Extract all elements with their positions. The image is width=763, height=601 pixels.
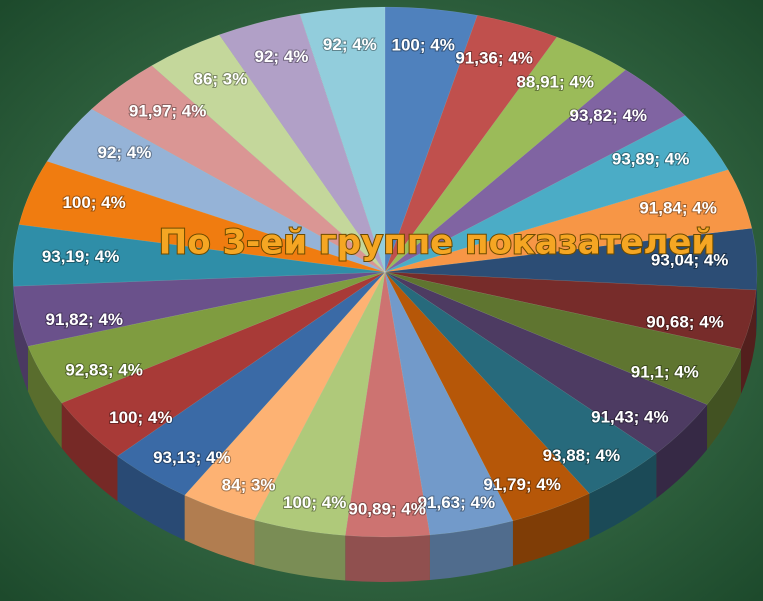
- data-label: 93,89; 4%: [612, 149, 690, 168]
- data-label: 91,97; 4%: [129, 102, 207, 121]
- data-label: 91,43; 4%: [591, 407, 669, 426]
- data-label: 92; 4%: [97, 143, 151, 162]
- pie: [13, 7, 757, 582]
- data-label: 90,68; 4%: [646, 313, 724, 332]
- chart-title: По 3-ей группе показателей: [159, 223, 715, 263]
- data-label: 84; 3%: [222, 475, 276, 494]
- data-label: 91,63; 4%: [418, 493, 496, 512]
- data-label: 91,79; 4%: [483, 475, 561, 494]
- data-label: 93,82; 4%: [570, 106, 648, 125]
- data-label: 100; 4%: [62, 193, 125, 212]
- data-label: 93,88; 4%: [543, 446, 621, 465]
- data-label: 93,19; 4%: [42, 247, 120, 266]
- chart: 100; 4%91,36; 4%88,91; 4%93,82; 4%93,89;…: [0, 0, 763, 601]
- data-label: 90,89; 4%: [348, 499, 426, 518]
- data-label: 91,82; 4%: [46, 310, 124, 329]
- data-label: 86; 3%: [194, 70, 248, 89]
- data-label: 88,91; 4%: [516, 72, 594, 91]
- data-label: 91,36; 4%: [455, 49, 533, 68]
- slice-side: [345, 535, 430, 582]
- data-label: 100; 4%: [283, 493, 346, 512]
- data-label: 92; 4%: [323, 35, 377, 54]
- data-label: 91,84; 4%: [639, 198, 717, 217]
- data-label: 91,1; 4%: [631, 362, 699, 381]
- data-label: 93,13; 4%: [153, 448, 231, 467]
- data-label: 100; 4%: [109, 408, 172, 427]
- data-label: 92; 4%: [255, 47, 309, 66]
- data-label: 92,83; 4%: [65, 360, 143, 379]
- data-label: 100; 4%: [392, 35, 455, 54]
